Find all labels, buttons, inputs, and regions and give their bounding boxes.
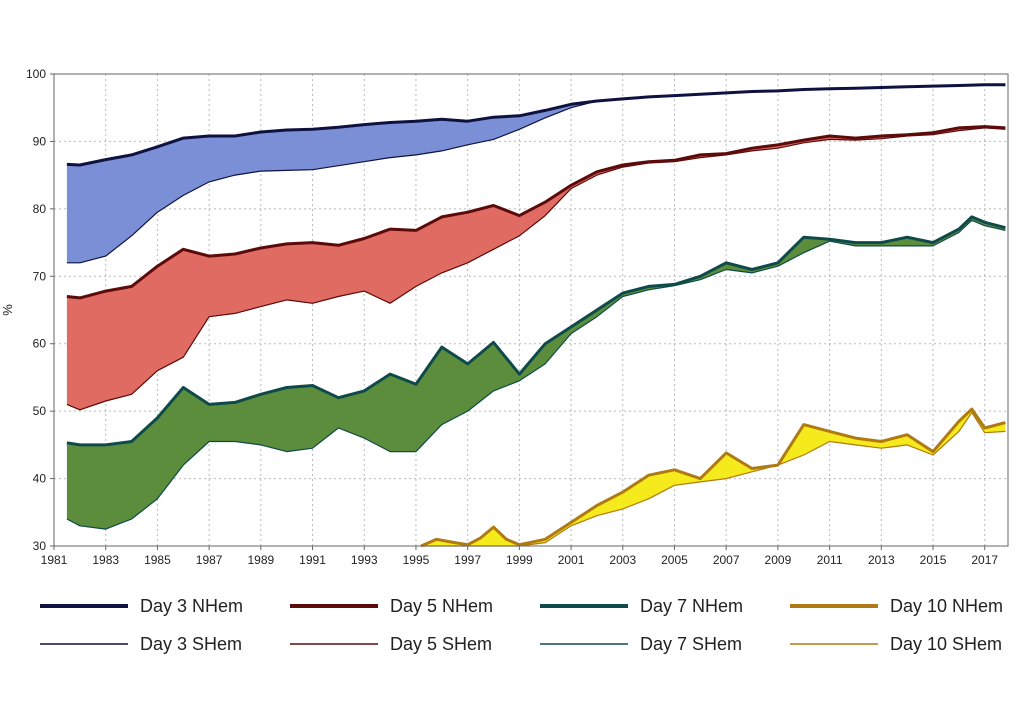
plot-frame	[53, 73, 1009, 547]
y-tick-label: 50	[33, 404, 47, 418]
day-10-shem-legend-label: Day 10 SHem	[890, 634, 1002, 654]
x-tick-label: 1983	[92, 553, 119, 567]
day-7-shem-legend-label: Day 7 SHem	[640, 634, 742, 654]
x-tick-label: 2005	[661, 553, 688, 567]
x-tick-label: 1995	[403, 553, 430, 567]
x-tick-label: 2013	[868, 553, 895, 567]
day-5-shem-legend-label: Day 5 SHem	[390, 634, 492, 654]
legend: Day 3 NHem Day 3 SHem Day 5 NHem Day 5 SHem…	[40, 596, 1003, 654]
x-tick-label: 2007	[713, 553, 740, 567]
day-7-shem-line	[66, 219, 1006, 530]
day-5-nhem-legend-label: Day 5 NHem	[390, 596, 493, 616]
day-3-band-area	[66, 84, 1006, 263]
x-tick-label: 1999	[506, 553, 533, 567]
day-3-shem-legend-label: Day 3 SHem	[140, 634, 242, 654]
y-tick-label: 100	[26, 67, 46, 81]
day-10-nhem-line	[420, 407, 1006, 548]
y-axis-label: %	[0, 304, 15, 316]
day-3-nhem-legend-label: Day 3 NHem	[140, 596, 243, 616]
x-tick-label: 2017	[971, 553, 998, 567]
day-5-nhem-line	[66, 125, 1006, 300]
x-tick-label: 2003	[609, 553, 636, 567]
x-tick-label: 2001	[558, 553, 585, 567]
x-tick-label: 1985	[144, 553, 171, 567]
day-7-nhem-line	[66, 215, 1006, 447]
x-tick-label: 1993	[351, 553, 378, 567]
day-3-nhem-line	[66, 83, 1006, 167]
day-5-band-area	[66, 126, 1006, 410]
x-tick-label: 2009	[765, 553, 792, 567]
y-tick-label: 90	[33, 134, 47, 148]
data-bands	[66, 83, 1006, 548]
y-axis-ticks: 30 40 50 60 70 80 90 100	[26, 67, 54, 553]
x-tick-label: 1997	[454, 553, 481, 567]
day-7-nhem-legend-label: Day 7 NHem	[640, 596, 743, 616]
x-tick-label: 2011	[817, 553, 843, 567]
y-tick-label: 40	[33, 472, 47, 486]
x-tick-label: 1989	[247, 553, 274, 567]
day-10-nhem-legend-label: Day 10 NHem	[890, 596, 1003, 616]
x-tick-label: 1981	[41, 553, 68, 567]
day-10-band-area	[421, 409, 1006, 546]
y-tick-label: 70	[33, 269, 47, 283]
x-tick-label: 1991	[299, 553, 326, 567]
x-tick-label: 1987	[196, 553, 223, 567]
day-5-shem-line	[66, 127, 1006, 411]
x-axis-ticks: 1981 1983 1985 1987 1989 1991 1993 1995 1997 1999…	[41, 546, 998, 567]
y-tick-label: 80	[33, 202, 47, 216]
y-tick-label: 60	[33, 337, 47, 351]
x-tick-label: 2015	[920, 553, 947, 567]
y-tick-label: 30	[33, 539, 47, 553]
